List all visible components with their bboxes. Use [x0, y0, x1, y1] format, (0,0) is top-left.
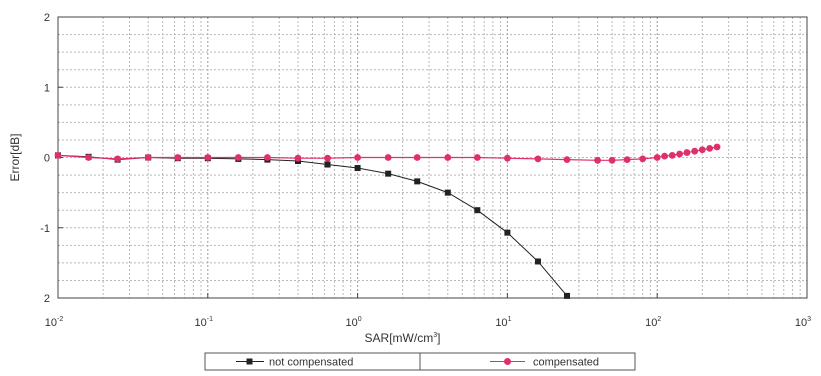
data-point — [623, 156, 631, 164]
data-point — [691, 147, 699, 155]
legend-marker-compensated — [504, 358, 511, 365]
series-compensated — [54, 143, 721, 164]
data-point — [354, 154, 361, 161]
y-tick-label: 1 — [44, 82, 50, 94]
data-point — [676, 150, 683, 158]
series-layer — [54, 143, 721, 299]
data-point — [324, 154, 331, 162]
x-tick-label: 100 — [346, 316, 362, 329]
data-point — [608, 156, 616, 164]
data-point — [474, 207, 481, 214]
y-tick-label: 2 — [44, 293, 50, 305]
data-point — [564, 292, 571, 299]
data-point — [534, 258, 541, 265]
data-point — [683, 149, 691, 156]
x-tick-label: 101 — [495, 316, 511, 329]
data-point — [639, 155, 647, 163]
legend-label-not-compensated: not compensated — [269, 357, 353, 369]
data-point — [234, 154, 242, 161]
x-axis-title-sup: 3 — [433, 332, 437, 339]
data-point — [504, 229, 511, 236]
y-tick-label: 2 — [44, 12, 50, 24]
data-point — [414, 178, 421, 185]
data-point — [713, 143, 721, 151]
data-point — [504, 154, 511, 162]
data-point — [653, 154, 661, 161]
data-point — [473, 154, 481, 161]
x-tick-label: 10-2 — [45, 316, 64, 329]
data-point — [324, 161, 331, 168]
legend-label-compensated: compensated — [533, 357, 599, 369]
legend: not compensated compensated — [204, 352, 636, 371]
x-axis-title-end: ] — [437, 331, 440, 345]
data-point — [294, 154, 302, 162]
data-point — [413, 154, 421, 161]
x-axis-title-text: SAR[mW/cm — [365, 331, 434, 345]
data-point — [698, 146, 706, 154]
data-point — [54, 151, 62, 159]
data-point — [668, 151, 676, 159]
legend-marker-not-compensated — [246, 358, 253, 365]
data-point — [534, 155, 542, 163]
data-point — [706, 144, 714, 152]
data-point — [594, 156, 601, 164]
x-tick-label: 102 — [645, 316, 661, 329]
x-axis-title: SAR[mW/cm3] — [365, 331, 441, 345]
data-point — [174, 154, 182, 161]
data-point — [661, 152, 668, 160]
data-point — [444, 154, 452, 161]
data-point — [563, 156, 571, 164]
data-point — [444, 189, 451, 196]
y-tick-label: 0 — [44, 153, 50, 165]
data-point — [385, 170, 392, 177]
data-point — [85, 154, 92, 161]
data-point — [354, 165, 361, 172]
data-point — [384, 154, 392, 161]
legend-item-not-compensated: not compensated — [236, 357, 353, 369]
y-axis-title: Error[dB] — [8, 133, 22, 181]
y-tick-label: -1 — [40, 223, 50, 235]
data-point — [264, 154, 271, 161]
x-tick-label: 103 — [795, 316, 811, 329]
data-point — [114, 155, 122, 163]
legend-item-compensated: compensated — [490, 357, 599, 369]
data-point — [144, 154, 152, 161]
x-tick-label: 10-1 — [195, 316, 214, 329]
data-point — [204, 154, 212, 161]
